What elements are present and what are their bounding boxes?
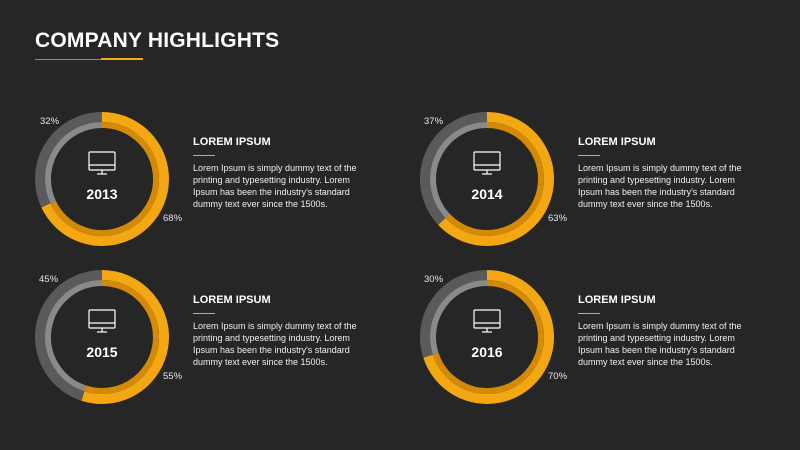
pct-label-primary: 68% xyxy=(163,213,183,224)
donut-slice-secondary-inner xyxy=(45,122,103,204)
pct-label-secondary: 32% xyxy=(40,116,60,127)
monitor-icon xyxy=(473,151,501,175)
donut-chart-2015: 2015 xyxy=(35,270,169,404)
donut-slice-secondary-inner xyxy=(430,280,488,355)
donut-slice-secondary-outer xyxy=(420,270,488,358)
donut-slice-primary-inner xyxy=(84,280,159,394)
panel-body: Lorem Ipsum is simply dummy text of the … xyxy=(578,163,742,209)
donut-slice-secondary-outer xyxy=(420,112,488,225)
year-label: 2014 xyxy=(471,186,502,202)
donut-chart-2013: 2013 xyxy=(35,112,169,246)
donut-slice-secondary-outer xyxy=(35,270,103,401)
highlight-panel-2014: 2014 37% 63% LOREM IPSUM Lorem Ipsum is … xyxy=(420,110,790,260)
panel-heading: LOREM IPSUM xyxy=(578,136,656,148)
pct-label-primary: 55% xyxy=(163,371,183,382)
donut-chart-2016: 2016 xyxy=(420,270,554,404)
panel-body: Lorem Ipsum is simply dummy text of the … xyxy=(193,163,357,209)
panel-body: Lorem Ipsum is simply dummy text of the … xyxy=(193,321,357,367)
pct-label-secondary: 37% xyxy=(424,116,444,127)
donut-slice-primary-inner xyxy=(432,280,544,394)
panel-heading: LOREM IPSUM xyxy=(193,136,271,148)
donut-chart-2014: 2014 xyxy=(420,112,554,246)
highlight-panel-2015: 2015 45% 55% LOREM IPSUM Lorem Ipsum is … xyxy=(35,268,405,418)
pct-label-primary: 70% xyxy=(548,371,568,382)
highlight-panel-2013: 2013 32% 68% LOREM IPSUM Lorem Ipsum is … xyxy=(35,110,405,260)
monitor-icon xyxy=(473,309,501,333)
donut-slice-primary-outer xyxy=(41,112,169,246)
heading-underline xyxy=(578,313,600,314)
highlight-panel-2016: 2016 30% 70% LOREM IPSUM Lorem Ipsum is … xyxy=(420,268,790,418)
pct-label-secondary: 30% xyxy=(424,274,444,285)
panel-body: Lorem Ipsum is simply dummy text of the … xyxy=(578,321,742,367)
heading-underline xyxy=(193,155,215,156)
title-underline xyxy=(35,59,143,60)
monitor-icon xyxy=(88,309,116,333)
title-underline-accent xyxy=(101,58,143,60)
year-label: 2013 xyxy=(86,186,117,202)
heading-underline xyxy=(193,313,215,314)
donut-slice-primary-outer xyxy=(423,270,554,404)
monitor-icon xyxy=(88,151,116,175)
pct-label-primary: 63% xyxy=(548,213,568,224)
donut-slice-secondary-outer xyxy=(35,112,103,208)
year-label: 2016 xyxy=(471,344,502,360)
donut-slice-primary-outer xyxy=(438,112,554,246)
donut-slice-primary-outer xyxy=(81,270,169,404)
year-label: 2015 xyxy=(86,344,117,360)
donut-slice-secondary-inner xyxy=(430,122,488,219)
heading-underline xyxy=(578,155,600,156)
pct-label-secondary: 45% xyxy=(39,274,59,285)
page-title: COMPANY HIGHLIGHTS xyxy=(35,29,280,52)
donut-slice-primary-inner xyxy=(445,122,544,236)
donut-slice-primary-inner xyxy=(50,122,159,236)
panel-heading: LOREM IPSUM xyxy=(193,294,271,306)
panel-heading: LOREM IPSUM xyxy=(578,294,656,306)
donut-slice-secondary-inner xyxy=(44,280,103,392)
